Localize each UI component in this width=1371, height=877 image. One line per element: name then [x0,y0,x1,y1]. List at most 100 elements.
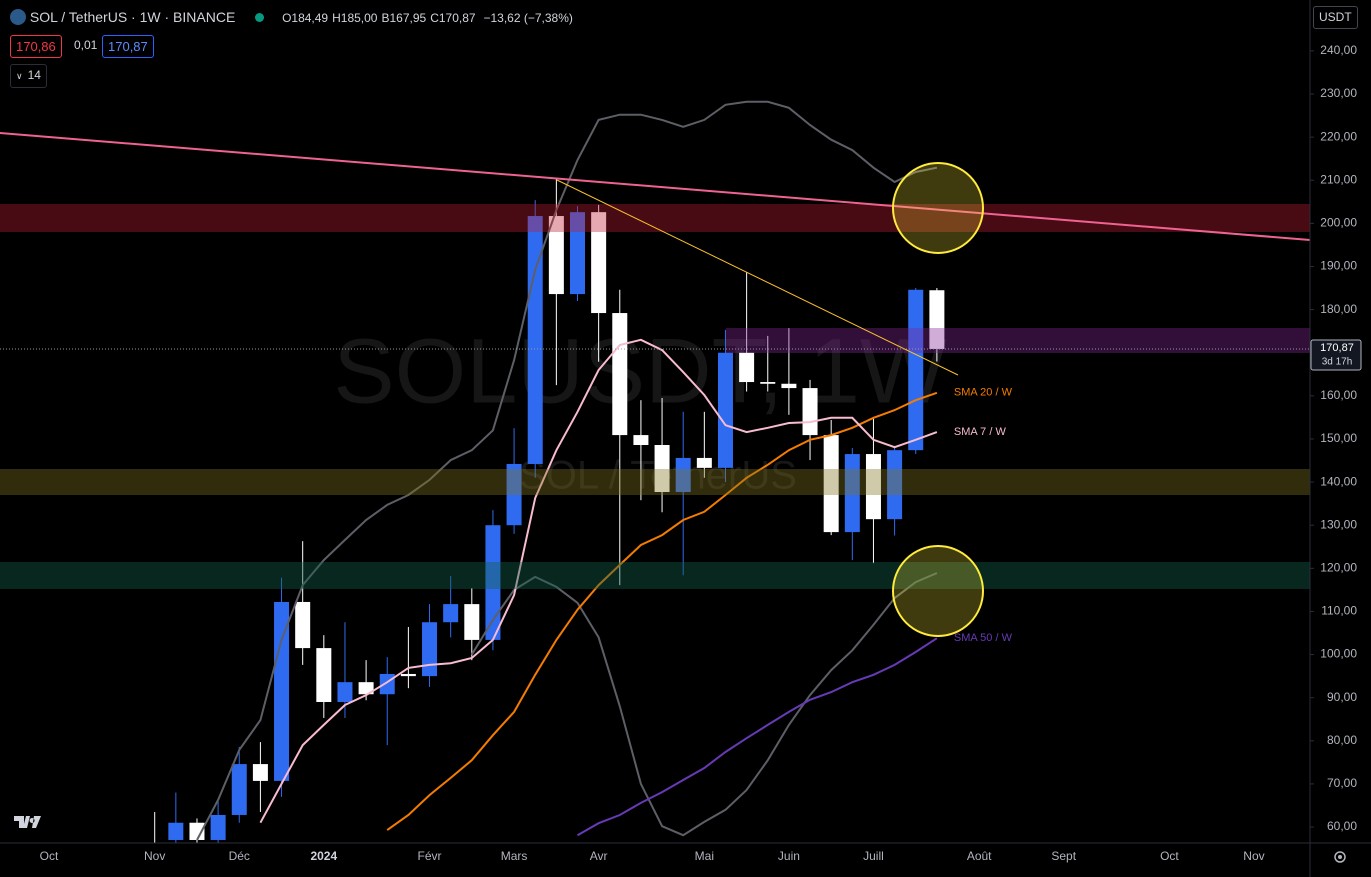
candle-body [865,454,881,520]
candle-body [675,457,691,493]
y-tick-label: 150,00 [1320,431,1357,445]
legend-label: SMA 50 / W [954,632,1013,644]
ohlc-value: 167,95 [389,11,427,25]
x-tick-label: 2024 [310,849,337,863]
candle-body [527,216,543,464]
ohlc-key: B [381,11,390,25]
candle-body [548,216,564,295]
x-tick-label: Nov [144,849,165,863]
candle-body [802,388,818,436]
x-tick-label: Oct [1160,849,1179,863]
candle-body [696,457,712,468]
x-tick-label: Mars [501,849,528,863]
tv-logo [14,816,41,828]
y-tick-label: 160,00 [1320,388,1357,402]
x-tick-label: Oct [40,849,59,863]
plot [154,100,945,843]
candle-body [717,352,733,468]
ohlc: O184,49 H185,00 B167,95 C170,87 [282,11,480,25]
candle-body [400,673,416,677]
candle-body [844,454,860,533]
x-tick-label: Févr [418,849,442,863]
x-tick-label: Sept [1051,849,1076,863]
y-tick-label: 90,00 [1327,690,1357,704]
candle-body [570,212,585,295]
ask-button[interactable]: 170,87 [102,35,154,58]
candle-body [252,764,268,781]
y-tick-label: 210,00 [1320,172,1357,186]
x-tick-label: Août [967,849,992,863]
ohlc-key: O [282,11,292,25]
y-tick-label: 120,00 [1320,560,1357,574]
candle-body [929,290,945,349]
candle-body [908,289,924,451]
y-tick-label: 100,00 [1320,647,1357,661]
indicators-count: 14 [27,68,41,82]
y-tick-label: 130,00 [1320,517,1357,531]
y-tick-label: 190,00 [1320,259,1357,273]
legend-label: SMA 20 / W [954,387,1013,399]
candle-body [591,212,607,314]
indicator-line [259,338,938,824]
candle-body [358,682,374,695]
ohlc-value: 184,49 [291,11,329,25]
symbol-icon [10,9,26,25]
candle-body [633,435,649,446]
currency-button[interactable]: USDT [1313,6,1358,29]
candle-body [485,525,501,640]
trend-line [0,132,1310,241]
symbol: SOL / TetherUS · 1W · BINANCE [29,9,236,25]
candle-body [274,601,290,781]
indicators-toggle[interactable]: ∨ 14 [10,64,47,88]
candle-body [189,822,205,840]
candle-body [337,682,353,702]
settings-icon[interactable] [1334,851,1346,863]
countdown: 3d 17h [1322,357,1353,368]
highlight-circle [892,162,984,254]
y-tick-label: 180,00 [1320,302,1357,316]
y-tick-label: 70,00 [1327,776,1357,790]
candle-body [760,382,776,384]
y-tick-label: 140,00 [1320,474,1357,488]
candle-body [295,601,311,649]
legend-label: SMA 7 / W [954,426,1007,438]
x-tick-label: Déc [229,849,250,863]
y-tick-label: 80,00 [1327,733,1357,747]
candle-body [379,673,395,695]
candle-body [612,313,628,436]
candle-body [168,822,184,840]
y-tick-label: 220,00 [1320,129,1357,143]
ohlc-value: 170,87 [438,11,476,25]
ohlc-value: 185,00 [340,11,378,25]
y-tick-label: 110,00 [1321,604,1357,618]
ohlc-key: H [332,11,341,25]
price-tag [1310,339,1362,371]
price-tag-label: 170,87 [1320,342,1354,354]
candle-body [231,764,247,815]
x-tick-label: Juill [863,849,884,863]
support-zone [0,562,1310,589]
status-dot [255,13,265,22]
candle-body [210,814,226,840]
candle-body [781,383,797,389]
candle-body [316,648,332,702]
indicator-line [386,391,938,831]
candle-body [506,463,522,526]
x-tick-label: Juin [778,849,800,863]
candle-body [443,604,459,623]
candle-body [887,450,903,520]
zone [0,469,1310,495]
indicator-line [470,572,938,837]
candle-body [464,604,480,640]
trend-line [556,179,959,376]
indicator-line [577,637,938,837]
y-tick-label: 230,00 [1320,86,1357,100]
candle-body [422,622,438,677]
bid-button[interactable]: 170,86 [10,35,62,58]
y-tick-label: 60,00 [1327,819,1357,833]
x-tick-label: Nov [1243,849,1264,863]
change: −13,62 (−7,38%) [483,11,573,25]
